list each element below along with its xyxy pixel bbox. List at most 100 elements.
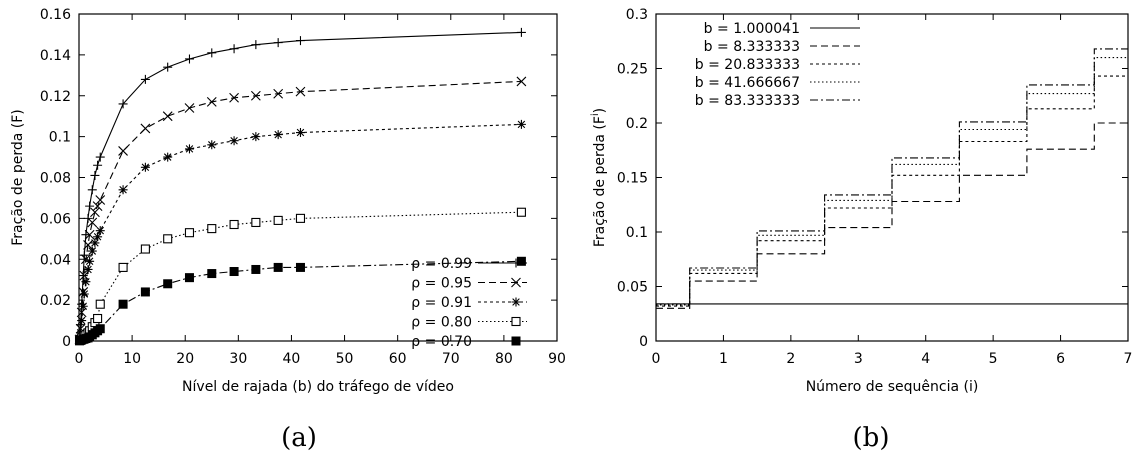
point <box>90 238 100 248</box>
point <box>93 313 103 324</box>
point <box>77 316 87 326</box>
point <box>76 307 87 318</box>
x-tick-label: 5 <box>989 351 998 367</box>
y-tick-label: 0.1 <box>626 225 648 241</box>
point <box>118 262 128 272</box>
chart-b: 0 1 2 3 4 5 6 7 0 0.05 0.1 0.15 0.2 0.25 0.3 Número de … <box>590 7 1132 453</box>
legend-label: ρ = 0.91 <box>411 295 472 311</box>
y-tick-label: 0 <box>639 334 648 350</box>
point <box>95 226 105 236</box>
point <box>92 201 103 212</box>
legend: b = 1.000041 b = 8.333333 b = 20.833333 b =… <box>695 21 860 109</box>
y-tick-label: 0.25 <box>617 62 648 78</box>
point <box>83 240 93 250</box>
legend-label: ρ = 0.80 <box>411 315 472 331</box>
point <box>84 229 95 240</box>
x-tick-label: 7 <box>1124 351 1133 367</box>
point <box>206 96 217 107</box>
series-line <box>75 119 526 345</box>
point <box>163 62 173 72</box>
point <box>93 232 103 242</box>
point <box>229 136 239 146</box>
x-tick-label: 40 <box>283 351 301 367</box>
caption-a: (a) <box>281 423 317 453</box>
y-tick-label: 0 <box>62 334 71 350</box>
x-tick-label: 80 <box>495 351 513 367</box>
point <box>516 76 527 87</box>
point <box>516 256 526 266</box>
x-tick-label: 20 <box>176 351 194 367</box>
y-tick-label: 0.12 <box>40 89 71 105</box>
point <box>273 262 283 272</box>
point <box>207 269 217 279</box>
y-tick-label: 0.14 <box>40 48 71 64</box>
series-line <box>656 57 1128 306</box>
x-tick-label: 60 <box>389 351 407 367</box>
x-tick-label: 4 <box>921 351 930 367</box>
point <box>140 162 150 172</box>
point <box>118 146 128 156</box>
point <box>295 128 305 138</box>
point <box>184 144 194 154</box>
x-tick-label: 2 <box>786 351 795 367</box>
x-tick-label: 30 <box>229 351 247 367</box>
point <box>118 99 128 109</box>
point <box>163 279 173 289</box>
y-axis-label: Fração de perda (F) <box>10 109 26 246</box>
y-tick-label: 0.2 <box>626 116 648 132</box>
point <box>516 27 526 37</box>
point <box>85 201 95 211</box>
legend-label: b = 41.666667 <box>695 75 800 91</box>
point <box>118 299 128 309</box>
point <box>90 170 100 180</box>
point <box>140 74 150 84</box>
legend-label: b = 1.000041 <box>704 21 800 37</box>
point <box>273 38 283 48</box>
chart-a: 0 10 20 30 40 50 60 70 80 90 0 0.02 0.04 0.06 0.08 0.1 0… <box>10 7 566 453</box>
point <box>78 287 89 297</box>
legend-label: b = 8.333333 <box>704 39 800 55</box>
x-tick-label: 10 <box>123 351 141 367</box>
point <box>511 277 521 288</box>
point <box>207 224 217 234</box>
point <box>95 324 105 334</box>
legend-label: b = 83.333333 <box>695 93 800 109</box>
x-tick-label: 50 <box>336 351 354 367</box>
point <box>140 287 150 297</box>
point <box>95 299 105 309</box>
x-tick-label: 6 <box>1056 351 1065 367</box>
point <box>118 185 128 195</box>
point <box>295 86 306 97</box>
point <box>229 219 239 230</box>
series-path <box>79 211 522 341</box>
point <box>295 262 305 272</box>
y-tick-label: 0.16 <box>40 7 71 23</box>
point <box>516 207 526 217</box>
point <box>229 92 239 103</box>
legend-label: ρ = 0.99 <box>411 256 472 272</box>
y-tick-label: 0.05 <box>617 280 648 296</box>
x-tick-label: 70 <box>442 351 460 367</box>
point <box>87 217 98 228</box>
point <box>90 207 100 218</box>
series-path <box>78 123 522 341</box>
legend-label: ρ = 0.95 <box>411 276 472 292</box>
point <box>273 130 283 140</box>
y-tick-label: 0.04 <box>40 252 71 268</box>
point <box>184 103 195 113</box>
point <box>511 336 521 346</box>
x-tick-label: 1 <box>719 351 728 367</box>
y-tick-label: 0.15 <box>617 171 648 187</box>
point <box>511 316 521 327</box>
legend-label: ρ = 0.70 <box>411 334 472 350</box>
legend: ρ = 0.99 ρ = 0.95 ρ = 0.91 ρ = 0.80 ρ = 0.70 <box>411 256 527 350</box>
point <box>295 213 306 223</box>
point <box>81 277 91 287</box>
x-tick-label: 3 <box>854 351 863 367</box>
point <box>184 273 194 283</box>
point <box>273 215 283 225</box>
plot-frame <box>78 13 558 342</box>
point <box>251 264 261 274</box>
y-tick-label: 0.1 <box>49 130 71 146</box>
